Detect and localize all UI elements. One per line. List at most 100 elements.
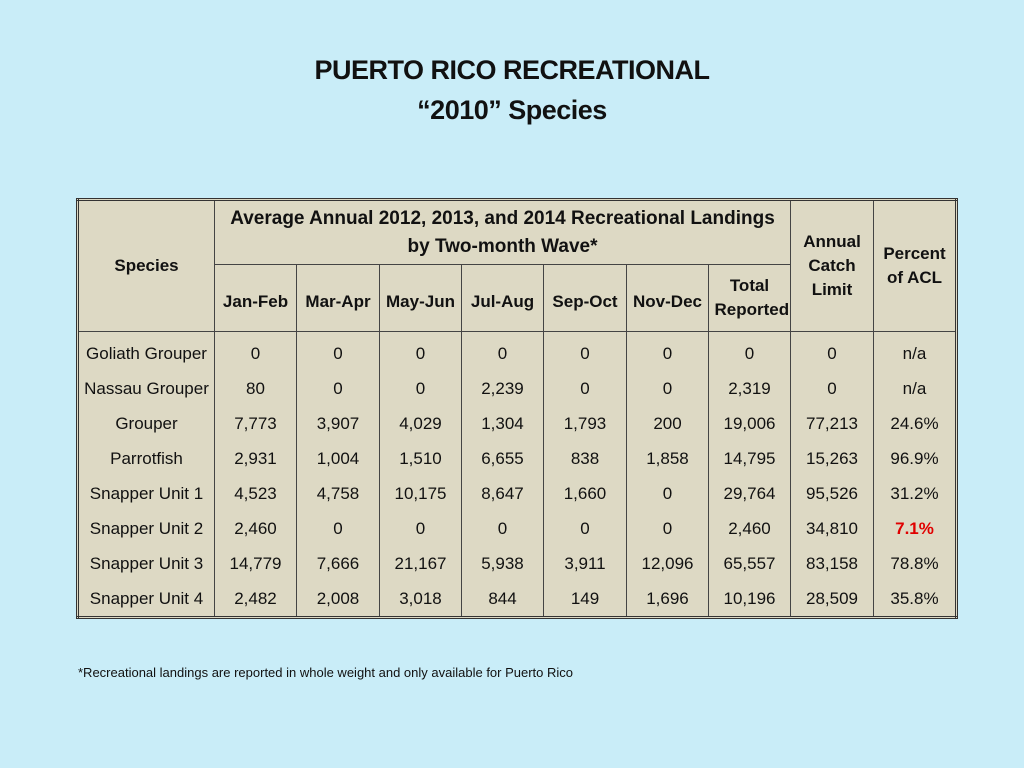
- value-cell: 14,795: [708, 441, 791, 476]
- table-row: Snapper Unit 4 2,482 2,008 3,018 844 149 1,696…: [77, 581, 957, 618]
- value-cell: 6,655: [461, 441, 544, 476]
- value-cell: 0: [296, 511, 380, 546]
- value-cell: 0: [296, 331, 380, 371]
- table-row: Snapper Unit 1 4,523 4,758 10,175 8,647 1,660…: [77, 476, 957, 511]
- value-cell: 2,931: [214, 441, 297, 476]
- title-line-1: PUERTO RICO RECREATIONAL: [314, 55, 710, 85]
- species-cell: Nassau Grouper: [77, 371, 215, 406]
- value-cell: 77,213: [790, 406, 874, 441]
- value-cell: 15,263: [790, 441, 874, 476]
- value-cell: 2,460: [214, 511, 297, 546]
- value-cell: 0: [626, 331, 709, 371]
- value-cell: n/a: [873, 331, 957, 371]
- percent-header: Percent of ACL: [873, 199, 957, 332]
- value-cell: 10,175: [379, 476, 462, 511]
- value-cell: 838: [543, 441, 627, 476]
- value-cell: 0: [543, 511, 627, 546]
- value-cell: 29,764: [708, 476, 791, 511]
- title-line-2: “2010” Species: [417, 95, 607, 125]
- value-cell: 19,006: [708, 406, 791, 441]
- value-cell: 0: [543, 371, 627, 406]
- value-cell: 24.6%: [873, 406, 957, 441]
- wave-header: Jan-Feb: [214, 264, 297, 332]
- value-cell: 21,167: [379, 546, 462, 581]
- value-cell: 0: [790, 371, 874, 406]
- value-cell: 3,907: [296, 406, 380, 441]
- value-cell: 4,523: [214, 476, 297, 511]
- value-cell: 2,239: [461, 371, 544, 406]
- value-cell: 78.8%: [873, 546, 957, 581]
- total-header: Total Reported: [708, 264, 791, 332]
- value-cell: 96.9%: [873, 441, 957, 476]
- value-cell: 149: [543, 581, 627, 618]
- value-cell: 1,696: [626, 581, 709, 618]
- value-cell: 4,029: [379, 406, 462, 441]
- value-cell: 31.2%: [873, 476, 957, 511]
- wave-header: Jul-Aug: [461, 264, 544, 332]
- footnote: *Recreational landings are reported in w…: [78, 665, 574, 680]
- value-cell: 1,004: [296, 441, 380, 476]
- acl-header: Annual Catch Limit: [790, 199, 874, 332]
- wave-header: Mar-Apr: [296, 264, 380, 332]
- table-row: Grouper 7,773 3,907 4,029 1,304 1,793 200 19,00…: [77, 406, 957, 441]
- value-cell: 0: [214, 331, 297, 371]
- value-cell: 1,660: [543, 476, 627, 511]
- value-cell: 200: [626, 406, 709, 441]
- value-cell: 1,858: [626, 441, 709, 476]
- value-cell: 95,526: [790, 476, 874, 511]
- value-cell: 2,482: [214, 581, 297, 618]
- value-cell: 3,018: [379, 581, 462, 618]
- value-cell: 1,510: [379, 441, 462, 476]
- table-row: Goliath Grouper 0 0 0 0 0 0 0 0 n/a: [77, 331, 957, 371]
- value-cell: 1,793: [543, 406, 627, 441]
- species-cell: Snapper Unit 4: [77, 581, 215, 618]
- value-cell: 0: [543, 331, 627, 371]
- value-cell: 0: [626, 511, 709, 546]
- value-cell: 14,779: [214, 546, 297, 581]
- value-cell: 0: [708, 331, 791, 371]
- value-cell: 0: [626, 476, 709, 511]
- value-cell: 5,938: [461, 546, 544, 581]
- value-cell: 844: [461, 581, 544, 618]
- table-row: Parrotfish 2,931 1,004 1,510 6,655 838 1,858 14…: [77, 441, 957, 476]
- species-header: Species: [77, 199, 215, 332]
- value-cell: 2,319: [708, 371, 791, 406]
- table-row: Snapper Unit 2 2,460 0 0 0 0 0 2,460 34,810 7.1%: [77, 511, 957, 546]
- value-cell: 10,196: [708, 581, 791, 618]
- value-cell: 3,911: [543, 546, 627, 581]
- slide-title: PUERTO RICO RECREATIONAL “2010” Species: [0, 50, 1024, 130]
- landings-table: Species Average Annual 2012, 2013, and 2…: [76, 198, 958, 619]
- table-row: Snapper Unit 3 14,779 7,666 21,167 5,938 3,91…: [77, 546, 957, 581]
- value-cell: 80: [214, 371, 297, 406]
- value-cell: 0: [461, 511, 544, 546]
- value-cell: 0: [626, 371, 709, 406]
- value-cell: 35.8%: [873, 581, 957, 618]
- species-cell: Snapper Unit 1: [77, 476, 215, 511]
- value-cell: 28,509: [790, 581, 874, 618]
- group-header: Average Annual 2012, 2013, and 2014 Recr…: [214, 199, 791, 265]
- value-cell: 34,810: [790, 511, 874, 546]
- wave-header: May-Jun: [379, 264, 462, 332]
- value-cell: 0: [379, 371, 462, 406]
- value-cell: 7,666: [296, 546, 380, 581]
- value-cell: 0: [296, 371, 380, 406]
- value-cell: 7,773: [214, 406, 297, 441]
- value-cell: 2,460: [708, 511, 791, 546]
- species-cell: Parrotfish: [77, 441, 215, 476]
- value-cell: 0: [461, 331, 544, 371]
- value-cell: 1,304: [461, 406, 544, 441]
- species-cell: Grouper: [77, 406, 215, 441]
- value-cell: 83,158: [790, 546, 874, 581]
- species-cell: Goliath Grouper: [77, 331, 215, 371]
- wave-header: Nov-Dec: [626, 264, 709, 332]
- wave-header: Sep-Oct: [543, 264, 627, 332]
- value-cell: 0: [790, 331, 874, 371]
- species-cell: Snapper Unit 3: [77, 546, 215, 581]
- species-cell: Snapper Unit 2: [77, 511, 215, 546]
- value-cell: 2,008: [296, 581, 380, 618]
- value-cell: n/a: [873, 371, 957, 406]
- value-cell: 0: [379, 331, 462, 371]
- value-cell: 0: [379, 511, 462, 546]
- table-row: Nassau Grouper 80 0 0 2,239 0 0 2,319 0 n/a: [77, 371, 957, 406]
- value-cell: 12,096: [626, 546, 709, 581]
